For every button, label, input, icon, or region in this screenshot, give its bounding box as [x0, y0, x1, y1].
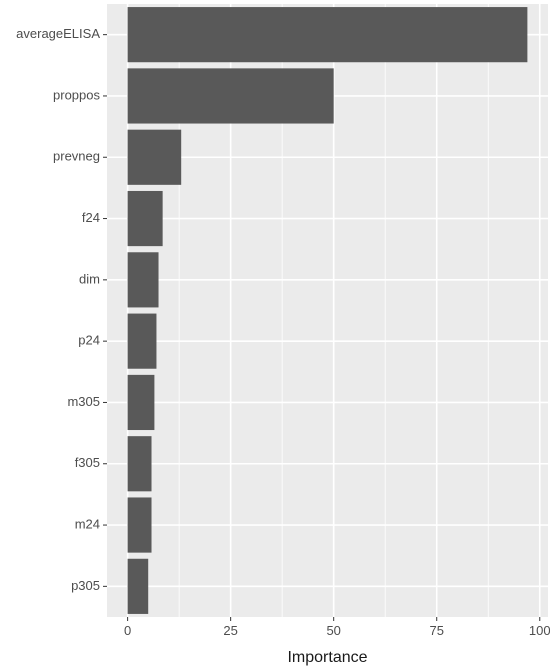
bar-prevneg [127, 129, 182, 185]
x-axis-labels: 0 25 50 75 100 [124, 623, 550, 638]
y-axis-labels: averageELISA proppos prevneg f24 dim p24 m305 f… [16, 26, 100, 593]
x-tick-label: 25 [223, 623, 237, 638]
bar-p24 [127, 313, 157, 369]
x-tick-label: 0 [124, 623, 131, 638]
x-tick-label: 50 [326, 623, 340, 638]
y-tick-label: m305 [67, 394, 100, 409]
y-tick-label: p24 [78, 333, 100, 348]
y-axis-ticks [103, 34, 107, 587]
bar-proppos [127, 68, 334, 124]
y-tick-label: p305 [71, 578, 100, 593]
x-axis-title: Importance [287, 649, 367, 666]
x-axis-ticks [127, 617, 541, 621]
x-tick-label: 100 [529, 623, 550, 638]
bar-f305 [127, 436, 152, 492]
x-tick-label: 75 [429, 623, 443, 638]
bar-averageELISA [127, 7, 528, 63]
bar-p305 [127, 558, 149, 614]
y-tick-label: dim [79, 271, 100, 286]
y-tick-label: prevneg [53, 149, 100, 164]
y-tick-label: averageELISA [16, 26, 100, 41]
bar-m305 [127, 374, 155, 431]
y-tick-label: m24 [75, 516, 100, 531]
bar-f24 [127, 190, 163, 247]
y-tick-label: f24 [82, 210, 100, 225]
bar-dim [127, 252, 159, 308]
y-tick-label: proppos [53, 87, 100, 102]
bars [127, 7, 528, 614]
bar-m24 [127, 497, 152, 553]
y-tick-label: f305 [75, 455, 100, 470]
